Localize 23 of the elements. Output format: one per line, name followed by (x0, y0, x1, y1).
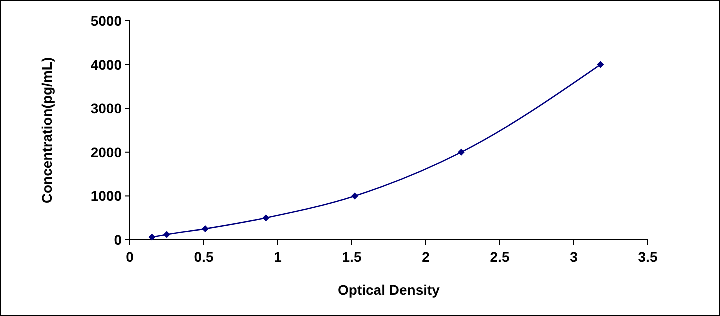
x-tick-label: 0.5 (194, 249, 214, 265)
x-tick-label: 2.5 (490, 249, 510, 265)
point (164, 231, 170, 238)
point (262, 214, 270, 222)
x-tick-label: 3.5 (638, 249, 658, 265)
y-tick-label: 1000 (90, 188, 122, 204)
x-tick-label: 2 (422, 249, 430, 265)
point (351, 192, 358, 200)
x-tick-label: 0 (126, 249, 134, 265)
point (202, 226, 209, 233)
y-tick-label: 2000 (90, 144, 122, 160)
x-tick-label: 1 (274, 249, 282, 265)
y-tick-label: 4000 (90, 56, 122, 73)
point (148, 234, 156, 241)
y-tick-label: 3000 (90, 100, 122, 117)
y-axis-title: Concentration(pg/mL) (39, 57, 55, 204)
point (597, 61, 604, 68)
x-axis-title: Optical Density (338, 282, 440, 298)
x-tick-label: 3 (570, 249, 578, 265)
x-tick-label: 1.5 (342, 249, 362, 265)
y-tick-label: 0 (114, 232, 122, 248)
y-tick-label: 5000 (90, 13, 122, 29)
point (458, 148, 466, 156)
